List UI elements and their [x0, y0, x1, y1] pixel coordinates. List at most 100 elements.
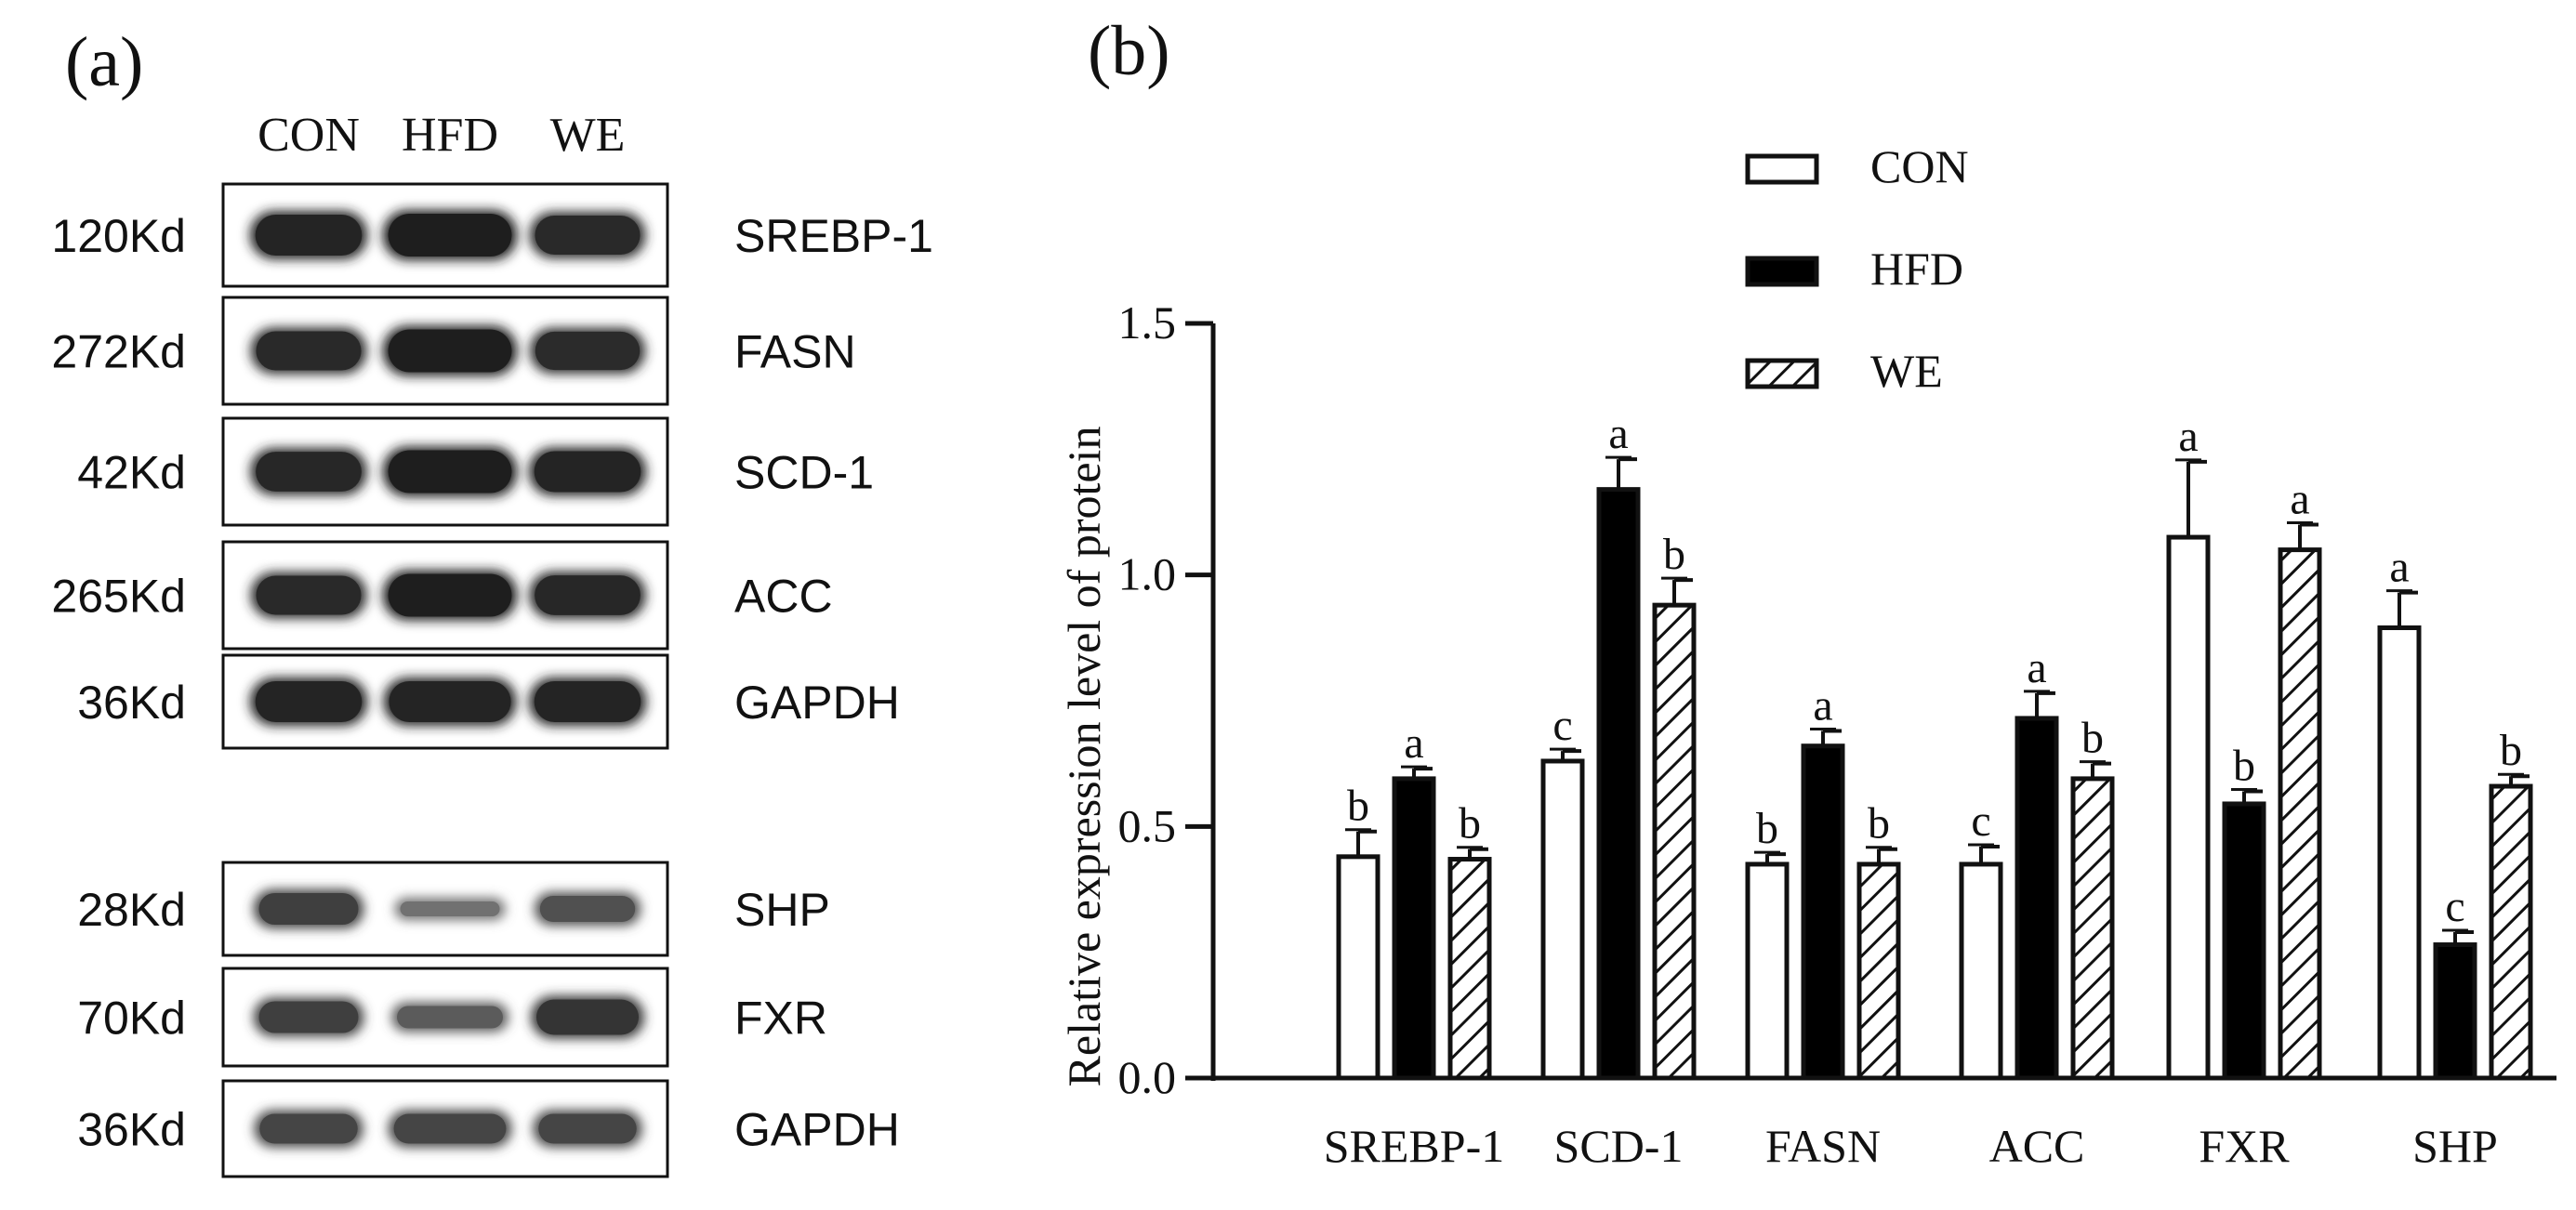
- bar-hfd-shp: [2433, 942, 2477, 1081]
- bar-con-scd-1: [1540, 758, 1585, 1081]
- band-core: [388, 450, 512, 493]
- bar-we-shp: [2489, 783, 2533, 1081]
- significance-letter: a: [1608, 409, 1628, 458]
- bar-we-acc: [2070, 776, 2115, 1081]
- lane-label-hfd: HFD: [402, 109, 498, 162]
- bar-con-acc: [1959, 861, 2003, 1081]
- panel-b-label: (b): [1088, 12, 1170, 90]
- significance-letter: b: [1459, 799, 1481, 848]
- significance-letter: b: [1347, 782, 1369, 831]
- significance-letter: b: [1868, 799, 1890, 848]
- protein-label: FASN: [734, 326, 856, 378]
- band-core: [534, 681, 641, 722]
- significance-letter: b: [1663, 530, 1685, 579]
- y-tick-label: 0.5: [1118, 799, 1177, 851]
- bar-group-fasn: b a b: [1745, 680, 1901, 1081]
- y-tick-label: 0.0: [1118, 1051, 1177, 1103]
- blot-row-fasn-1: 272Kd FASN: [51, 296, 856, 406]
- panel-a-label: (a): [65, 23, 143, 101]
- bar-hfd-scd-1: [1596, 487, 1641, 1081]
- significance-letter: c: [1971, 796, 1990, 846]
- bar-we-srebp-1: [1447, 857, 1492, 1081]
- x-tick-label-acc: ACC: [1989, 1120, 2085, 1172]
- western-blot-panel: (a) CON HFD WE 120Kd SREBP-1 272Kd FASN 42Kd…: [51, 23, 933, 1178]
- lane-label-con: CON: [258, 109, 360, 162]
- legend-swatch-con: [1745, 153, 1819, 185]
- x-axis: SREBP-1 SCD-1 FASN ACC FXR SHP: [1213, 1075, 2556, 1172]
- protein-label: GAPDH: [734, 1104, 900, 1156]
- band-core: [256, 331, 362, 371]
- y-axis-label: Relative expression level of protein: [1058, 427, 1110, 1087]
- bar-group-acc: c ab: [1959, 643, 2115, 1081]
- significance-letter: c: [2445, 882, 2464, 931]
- x-tick-label-srebp-1: SREBP-1: [1324, 1120, 1505, 1172]
- band-core: [388, 329, 512, 373]
- x-tick-label-shp: SHP: [2412, 1120, 2498, 1172]
- protein-label: ACC: [734, 571, 833, 623]
- blot-row-fxr-6: 70Kd FXR: [77, 967, 827, 1068]
- band-core: [255, 681, 363, 722]
- legend: CON HFD WE: [1745, 140, 1969, 397]
- x-tick-label-scd-1: SCD-1: [1554, 1120, 1684, 1172]
- y-tick-label: 1.5: [1118, 296, 1177, 349]
- band-core: [389, 681, 511, 722]
- significance-letter: a: [1404, 718, 1423, 768]
- bar-group-shp: a c b: [2377, 543, 2533, 1081]
- bar-con-shp: [2377, 625, 2422, 1081]
- protein-label: GAPDH: [734, 677, 900, 729]
- legend-swatch-hfd: [1745, 256, 1819, 287]
- significance-letter: a: [2027, 643, 2046, 692]
- band-core: [258, 893, 359, 925]
- bar-con-fxr: [2166, 534, 2211, 1081]
- band-core: [255, 215, 363, 256]
- x-tick-label-fasn: FASN: [1765, 1120, 1881, 1172]
- band-core: [256, 575, 362, 615]
- legend-label-we: WE: [1870, 345, 1943, 397]
- bar-hfd-acc: [2015, 716, 2059, 1081]
- bar-group-scd-1: c a b: [1540, 409, 1697, 1081]
- band-core: [535, 575, 641, 615]
- band-core: [534, 451, 641, 493]
- protein-label: FXR: [734, 993, 827, 1045]
- band-core: [397, 1006, 503, 1029]
- molecular-weight-label: 36Kd: [77, 677, 186, 729]
- bar-hfd-srebp-1: [1392, 776, 1436, 1081]
- bar-hfd-fasn: [1801, 743, 1845, 1081]
- blot-row-acc-3: 265Kd ACC: [51, 540, 833, 651]
- molecular-weight-label: 265Kd: [51, 571, 186, 623]
- legend-label-hfd: HFD: [1870, 243, 1963, 295]
- bar-hfd-fxr: [2222, 801, 2266, 1081]
- y-tick-label: 1.0: [1118, 548, 1177, 600]
- blot-row-gapdh-7: 36Kd GAPDH: [77, 1079, 900, 1178]
- band-core: [393, 1113, 507, 1144]
- bar-we-fxr: [2278, 547, 2322, 1081]
- bar-we-fasn: [1856, 861, 1901, 1081]
- band-core: [535, 216, 641, 255]
- blot-row-gapdh-4: 36Kd GAPDH: [77, 653, 900, 750]
- blot-row-shp-5: 28Kd SHP: [77, 861, 830, 957]
- band-core: [258, 1001, 359, 1033]
- blot-row-scd-1-2: 42Kd SCD-1: [77, 416, 874, 527]
- molecular-weight-label: 36Kd: [77, 1104, 186, 1156]
- band-core: [538, 1113, 637, 1144]
- significance-letter: b: [2500, 726, 2522, 775]
- significance-letter: a: [2389, 543, 2409, 592]
- band-core: [388, 214, 512, 256]
- band-core: [536, 999, 639, 1035]
- significance-letter: b: [2233, 741, 2255, 790]
- legend-swatch-we: [1745, 358, 1819, 389]
- protein-label: SCD-1: [734, 447, 874, 499]
- significance-letter: a: [2178, 412, 2198, 461]
- bar-we-scd-1: [1652, 602, 1697, 1081]
- protein-label: SREBP-1: [734, 210, 933, 262]
- bar-con-srebp-1: [1336, 854, 1380, 1081]
- molecular-weight-label: 272Kd: [51, 326, 186, 378]
- bar-group-srebp-1: bab: [1336, 718, 1492, 1081]
- bar-group-fxr: a b a: [2166, 412, 2322, 1081]
- protein-label: SHP: [734, 884, 830, 936]
- significance-letter: b: [2081, 714, 2104, 763]
- legend-label-con: CON: [1870, 140, 1969, 192]
- molecular-weight-label: 120Kd: [51, 210, 186, 262]
- band-core: [400, 901, 500, 916]
